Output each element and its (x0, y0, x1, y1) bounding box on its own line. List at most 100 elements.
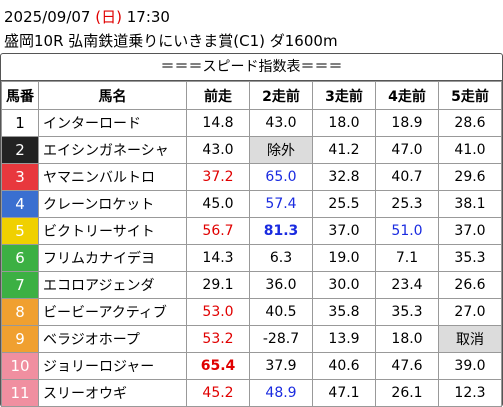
header-row: 馬番 馬名 前走 2走前 3走前 4走前 5走前 (1, 81, 502, 110)
speed-score: 18.0 (375, 325, 439, 353)
horse-row: 11 スリーオウギ 45.2 48.9 47.1 26.1 12.3 (1, 379, 502, 407)
speed-score: 18.0 (312, 109, 376, 137)
speed-score: 19.0 (312, 244, 376, 272)
speed-score: 40.6 (312, 352, 376, 380)
speed-score: 81.3 (249, 217, 313, 245)
speed-score: 53.2 (186, 325, 250, 353)
column-header: 馬名 (38, 81, 187, 110)
speed-score: 36.0 (249, 271, 313, 299)
speed-table-box: ＝＝＝スピード指数表＝＝＝ 馬番 馬名 前走 2走前 3走前 4走前 5走前 1 インターロー… (0, 53, 503, 407)
speed-score: 37.2 (186, 163, 250, 191)
horse-number: 5 (1, 217, 39, 245)
speed-score: 37.9 (249, 352, 313, 380)
speed-score: 27.0 (438, 298, 502, 326)
speed-score: 43.0 (186, 136, 250, 164)
horse-row: 5 ビクトリーサイト 56.7 81.3 37.0 51.0 37.0 (1, 217, 502, 245)
column-header: 5走前 (438, 81, 502, 110)
speed-score: 6.3 (249, 244, 313, 272)
column-header: 馬番 (1, 81, 39, 110)
speed-score: 35.8 (312, 298, 376, 326)
horse-name: クレーンロケット (38, 190, 187, 218)
speed-score: 53.0 (186, 298, 250, 326)
horse-number: 4 (1, 190, 39, 218)
horse-row: 3 ヤマニンバルトロ 37.2 65.0 32.8 40.7 29.6 (1, 163, 502, 191)
speed-score: 39.0 (438, 352, 502, 380)
speed-table: 馬番 馬名 前走 2走前 3走前 4走前 5走前 1 インターロード 14.8 43.0 18.0 1… (1, 81, 502, 407)
horse-row: 7 エコロアジェンダ 29.1 36.0 30.0 23.4 26.6 (1, 271, 502, 299)
speed-score: 13.9 (312, 325, 376, 353)
speed-score: 25.3 (375, 190, 439, 218)
horse-number: 2 (1, 136, 39, 164)
date: 2025/09/07 (4, 8, 91, 26)
speed-score: 41.2 (312, 136, 376, 164)
speed-score: 40.5 (249, 298, 313, 326)
horse-name: エコロアジェンダ (38, 271, 187, 299)
speed-score: 26.6 (438, 271, 502, 299)
speed-score: 14.8 (186, 109, 250, 137)
speed-score: 65.4 (186, 352, 250, 380)
horse-name: ジョリーロジャー (38, 352, 187, 380)
horse-number: 6 (1, 244, 39, 272)
speed-score: 14.3 (186, 244, 250, 272)
speed-score: 30.0 (312, 271, 376, 299)
speed-score: 47.0 (375, 136, 439, 164)
horse-row: 10 ジョリーロジャー 65.4 37.9 40.6 47.6 39.0 (1, 352, 502, 380)
speed-score: 28.6 (438, 109, 502, 137)
speed-score: 41.0 (438, 136, 502, 164)
speed-score: 40.7 (375, 163, 439, 191)
horse-name: エイシンガネーシャ (38, 136, 187, 164)
horse-number: 7 (1, 271, 39, 299)
speed-score: 37.0 (438, 217, 502, 245)
horse-name: フリムカナイデヨ (38, 244, 187, 272)
horse-number: 9 (1, 325, 39, 353)
speed-score: -28.7 (249, 325, 313, 353)
speed-score: 45.2 (186, 379, 250, 407)
speed-score: 48.9 (249, 379, 313, 407)
horse-name: スリーオウギ (38, 379, 187, 407)
column-header: 3走前 (312, 81, 376, 110)
horse-number: 1 (1, 109, 39, 137)
time: 17:30 (126, 8, 170, 26)
speed-score: 29.6 (438, 163, 502, 191)
horse-row: 6 フリムカナイデヨ 14.3 6.3 19.0 7.1 35.3 (1, 244, 502, 272)
horse-number: 10 (1, 352, 39, 380)
column-header: 前走 (186, 81, 250, 110)
speed-score: 29.1 (186, 271, 250, 299)
speed-score: 51.0 (375, 217, 439, 245)
horse-name: インターロード (38, 109, 187, 137)
horse-name: ビービーアクティブ (38, 298, 187, 326)
speed-score: 12.3 (438, 379, 502, 407)
table-title: ＝＝＝スピード指数表＝＝＝ (1, 54, 502, 81)
speed-score: 除外 (249, 136, 313, 164)
race-name: 盛岡10R 弘南鉄道乗りにいきま賞(C1) ダ1600m (4, 32, 338, 50)
speed-score: 7.1 (375, 244, 439, 272)
speed-score: 35.3 (438, 244, 502, 272)
speed-score: 取消 (438, 325, 502, 353)
column-header: 4走前 (375, 81, 439, 110)
speed-score: 47.6 (375, 352, 439, 380)
speed-score: 56.7 (186, 217, 250, 245)
speed-score: 32.8 (312, 163, 376, 191)
horse-number: 11 (1, 379, 39, 407)
speed-score: 65.0 (249, 163, 313, 191)
horse-name: ベラジオホープ (38, 325, 187, 353)
horse-row: 2 エイシンガネーシャ 43.0 除外 41.2 47.0 41.0 (1, 136, 502, 164)
speed-score: 47.1 (312, 379, 376, 407)
date-line: 2025/09/07 (日) 17:30 (4, 6, 170, 27)
weekday: (日) (95, 8, 122, 26)
horse-number: 3 (1, 163, 39, 191)
horse-row: 4 クレーンロケット 45.0 57.4 25.5 25.3 38.1 (1, 190, 502, 218)
horse-row: 9 ベラジオホープ 53.2 -28.7 13.9 18.0 取消 (1, 325, 502, 353)
horse-name: ビクトリーサイト (38, 217, 187, 245)
speed-score: 45.0 (186, 190, 250, 218)
speed-score: 43.0 (249, 109, 313, 137)
speed-score: 57.4 (249, 190, 313, 218)
horse-row: 1 インターロード 14.8 43.0 18.0 18.9 28.6 (1, 109, 502, 137)
speed-score: 35.3 (375, 298, 439, 326)
speed-score: 26.1 (375, 379, 439, 407)
horse-number: 8 (1, 298, 39, 326)
horse-name: ヤマニンバルトロ (38, 163, 187, 191)
speed-score: 25.5 (312, 190, 376, 218)
speed-score: 37.0 (312, 217, 376, 245)
speed-score: 38.1 (438, 190, 502, 218)
